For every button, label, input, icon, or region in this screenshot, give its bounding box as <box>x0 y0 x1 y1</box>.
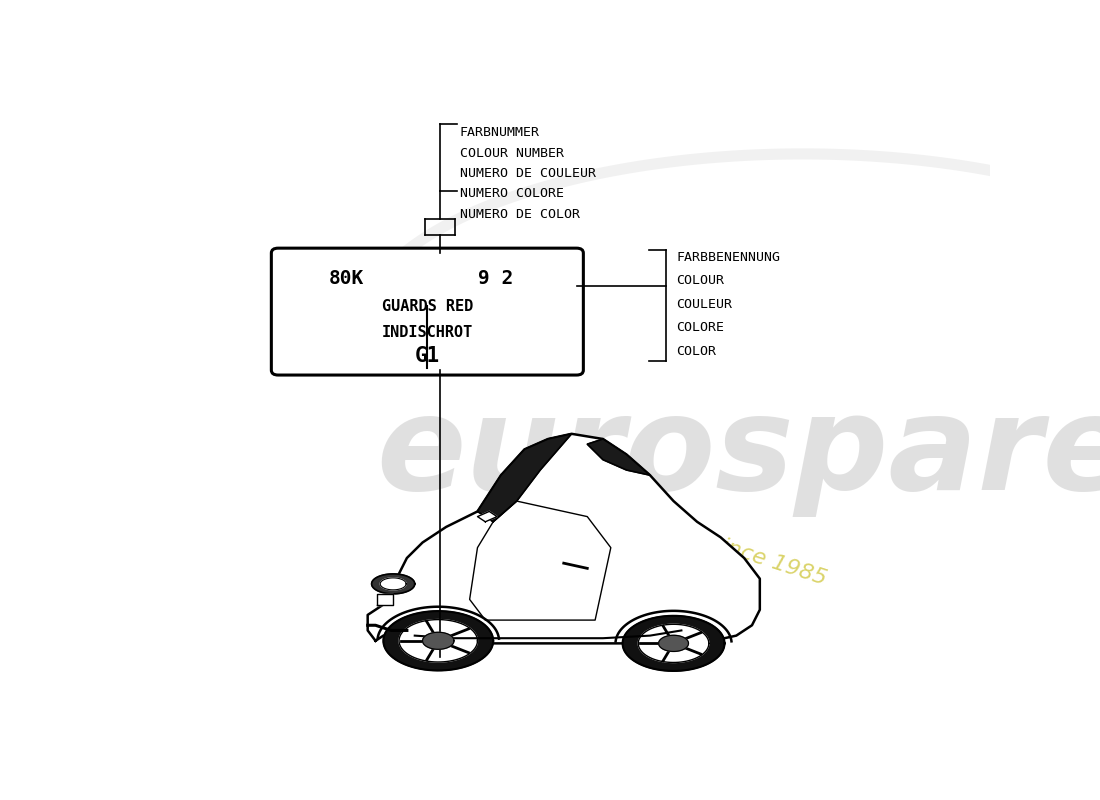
Text: COLOUR NUMBER: COLOUR NUMBER <box>460 146 563 160</box>
Polygon shape <box>638 624 708 662</box>
Polygon shape <box>659 635 689 651</box>
Polygon shape <box>381 578 406 590</box>
Text: INDISCHROT: INDISCHROT <box>382 325 473 340</box>
Text: FARBBENENNUNG: FARBBENENNUNG <box>676 251 780 264</box>
Polygon shape <box>367 434 760 643</box>
Text: G1: G1 <box>415 346 440 366</box>
Text: NUMERO DE COLOR: NUMERO DE COLOR <box>460 208 580 221</box>
Text: NUMERO DE COULEUR: NUMERO DE COULEUR <box>460 167 596 180</box>
Text: COLOUR: COLOUR <box>676 274 724 287</box>
Polygon shape <box>477 434 572 522</box>
Text: 9 2: 9 2 <box>478 270 514 288</box>
Text: COLORE: COLORE <box>676 321 724 334</box>
Text: FARBNUMMER: FARBNUMMER <box>460 126 540 139</box>
Polygon shape <box>477 511 497 522</box>
Text: COULEUR: COULEUR <box>676 298 733 310</box>
Text: GUARDS RED: GUARDS RED <box>382 299 473 314</box>
Polygon shape <box>399 619 477 662</box>
FancyBboxPatch shape <box>272 248 583 375</box>
Text: eurospares: eurospares <box>376 390 1100 517</box>
Polygon shape <box>384 611 493 670</box>
Polygon shape <box>377 594 393 605</box>
Text: COLOR: COLOR <box>676 345 716 358</box>
Polygon shape <box>587 439 650 475</box>
Text: 80K: 80K <box>329 270 364 288</box>
Polygon shape <box>422 632 454 650</box>
Text: a passion for parts since 1985: a passion for parts since 1985 <box>503 466 829 589</box>
Text: NUMERO COLORE: NUMERO COLORE <box>460 187 563 201</box>
Polygon shape <box>372 574 415 594</box>
Polygon shape <box>623 616 725 671</box>
